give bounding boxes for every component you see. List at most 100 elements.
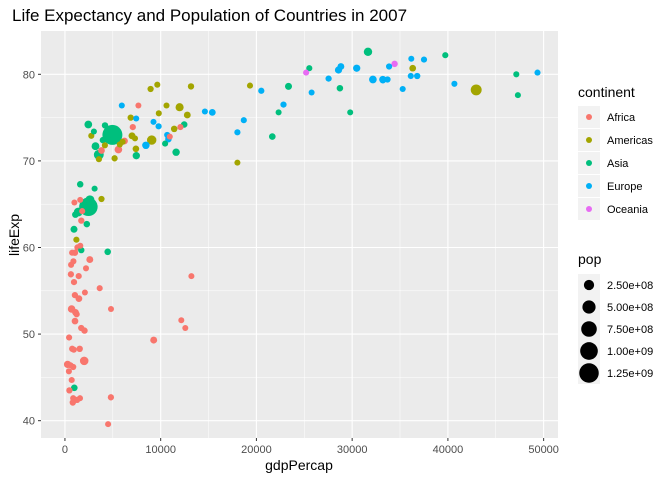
point-africa (188, 273, 195, 280)
point-africa (68, 376, 75, 384)
point-americas (187, 83, 195, 90)
point-asia (72, 211, 79, 218)
point-africa (178, 317, 185, 324)
point-asia (104, 248, 111, 256)
point-asia (513, 71, 520, 78)
size-label: 2.50e+08 (607, 280, 653, 292)
point-europe (118, 102, 125, 109)
legend-label-africa: Africa (607, 112, 636, 124)
color-legend: Africa Americas Asia Europe Oceania (578, 106, 653, 220)
x-tick-label: 0 (62, 444, 68, 456)
point-asia (85, 195, 95, 205)
y-tick-label: 50 (23, 329, 35, 341)
point-africa (69, 249, 76, 256)
size-legend-title: pop (578, 251, 602, 267)
color-legend-title: continent (578, 84, 635, 100)
point-africa (105, 421, 112, 428)
point-africa (166, 133, 173, 140)
point-americas (470, 84, 482, 96)
point-europe (399, 85, 406, 93)
point-africa (150, 336, 158, 344)
x-tick-label: 10000 (145, 444, 176, 456)
point-africa (82, 265, 90, 272)
point-asia (76, 181, 84, 188)
size-label: 7.50e+08 (607, 324, 653, 336)
legend-key-africa (586, 114, 592, 120)
point-asia (363, 47, 373, 57)
point-africa (77, 242, 84, 249)
y-axis-title: lifeExp (6, 214, 22, 256)
point-asia (70, 225, 78, 233)
point-africa (65, 368, 72, 375)
x-tick-label: 40000 (433, 444, 464, 456)
point-americas (98, 195, 105, 203)
point-africa (71, 199, 78, 206)
point-oceania (303, 69, 310, 76)
point-asia (347, 109, 354, 116)
point-americas (409, 64, 417, 72)
point-asia (306, 65, 313, 72)
point-asia (83, 220, 91, 228)
point-africa (71, 317, 79, 325)
point-americas (234, 159, 241, 166)
point-asia (269, 133, 276, 140)
point-americas (111, 155, 118, 162)
point-asia (84, 120, 93, 129)
point-europe (407, 72, 414, 80)
point-africa (86, 256, 94, 264)
y-tick-label: 40 (23, 416, 35, 428)
size-key (583, 279, 595, 291)
point-africa (98, 147, 105, 154)
point-asia (132, 152, 140, 160)
point-africa (107, 305, 115, 313)
point-africa (182, 324, 189, 332)
x-axis-title: gdpPercap (265, 457, 333, 473)
point-americas (132, 145, 140, 153)
point-americas (127, 114, 134, 121)
data-points (63, 47, 541, 428)
point-africa (77, 196, 84, 203)
point-africa (67, 271, 75, 278)
point-americas (101, 142, 108, 149)
point-africa (79, 356, 89, 366)
point-americas (147, 85, 154, 93)
legend-key-europe (586, 183, 592, 189)
point-africa (76, 395, 84, 402)
point-americas (131, 135, 139, 142)
point-europe (379, 77, 386, 84)
x-tick-label: 30000 (337, 444, 368, 456)
point-europe (451, 80, 458, 87)
point-africa (71, 291, 79, 299)
grid-lines (41, 31, 558, 438)
point-africa (129, 123, 136, 131)
point-europe (386, 63, 393, 70)
point-europe (234, 129, 241, 136)
point-asia (514, 92, 521, 99)
point-africa (66, 334, 73, 341)
point-europe (325, 75, 332, 82)
y-tick-label: 60 (23, 242, 35, 254)
legend-key-oceania (586, 206, 592, 212)
point-africa (73, 311, 80, 318)
point-americas (170, 125, 178, 133)
point-europe (414, 72, 421, 80)
size-legend: 2.50e+08 5.00e+08 7.50e+08 1.00e+09 1.25e+09 (578, 274, 653, 384)
point-europe (384, 76, 391, 83)
point-africa (76, 345, 83, 352)
point-europe (142, 141, 150, 150)
point-europe (280, 101, 287, 108)
legend-label-americas: Americas (607, 135, 653, 147)
size-key (580, 342, 598, 360)
point-asia (284, 82, 293, 90)
point-africa (67, 362, 74, 369)
point-africa (66, 387, 73, 394)
point-americas (147, 135, 157, 145)
point-europe (150, 118, 157, 125)
point-asia (91, 142, 100, 151)
point-europe (534, 69, 541, 76)
point-africa (114, 145, 123, 154)
point-africa (135, 102, 142, 109)
point-europe (258, 87, 265, 94)
point-africa (70, 278, 78, 286)
point-africa (81, 289, 88, 296)
